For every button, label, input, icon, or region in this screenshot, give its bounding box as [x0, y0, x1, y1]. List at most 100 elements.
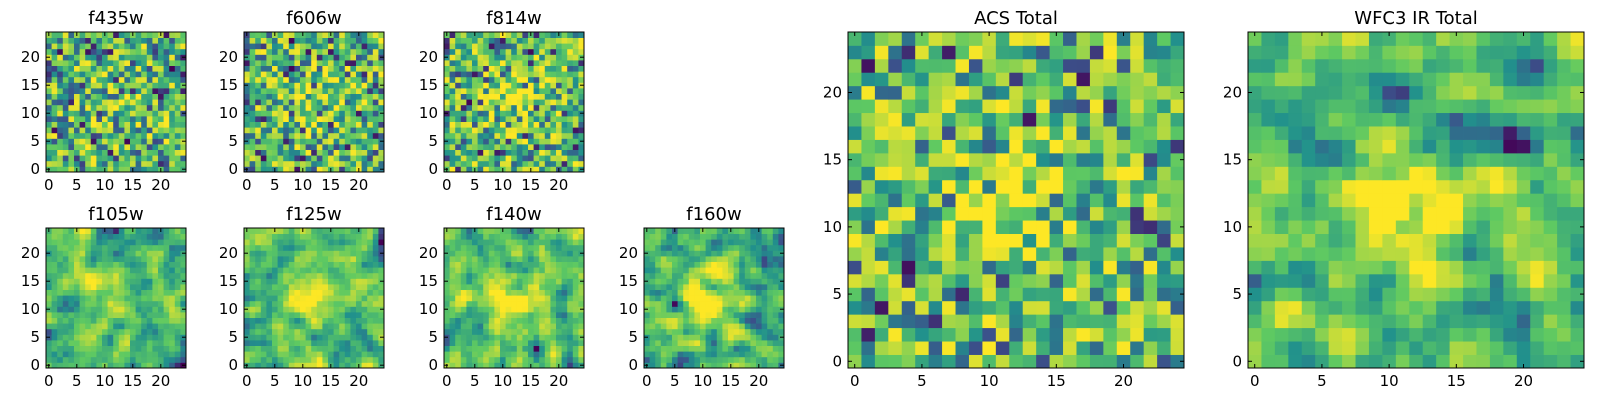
- heatmap-cell: [328, 345, 334, 352]
- heatmap-cell: [533, 289, 540, 296]
- heatmap-cell: [472, 160, 478, 167]
- heatmap-cell: [739, 345, 746, 352]
- heatmap-cell: [483, 345, 490, 352]
- heatmap-cell: [739, 328, 746, 335]
- heatmap-cell: [488, 88, 495, 94]
- heatmap-cell: [174, 48, 181, 55]
- heatmap-cell: [378, 295, 385, 302]
- heatmap-cell: [649, 323, 656, 330]
- heatmap-cell: [305, 244, 312, 251]
- heatmap-cell: [750, 284, 757, 290]
- heatmap-cell: [516, 239, 523, 246]
- heatmap-cell: [288, 65, 295, 72]
- heatmap-cell: [113, 155, 120, 162]
- heatmap-cell: [333, 312, 340, 318]
- heatmap-cell: [716, 233, 723, 240]
- heatmap-cell: [85, 328, 92, 335]
- heatmap-cell: [460, 233, 467, 240]
- heatmap-cell: [561, 340, 568, 346]
- heatmap-cell: [130, 250, 136, 257]
- heatmap-cell: [135, 160, 142, 167]
- heatmap-cell: [1022, 152, 1037, 167]
- heatmap-cell: [683, 351, 690, 358]
- heatmap-cell: [51, 233, 58, 240]
- heatmap-cell: [316, 104, 323, 111]
- heatmap-cell: [367, 166, 374, 173]
- heatmap-cell: [505, 340, 512, 346]
- heatmap-cell: [901, 193, 916, 208]
- heatmap-cell: [1009, 273, 1024, 288]
- heatmap-cell: [244, 295, 250, 302]
- heatmap-cell: [550, 295, 557, 302]
- heatmap-cell: [249, 127, 256, 134]
- heatmap-cell: [344, 345, 351, 352]
- heatmap-cell: [533, 155, 540, 162]
- heatmap-cell: [90, 93, 97, 100]
- heatmap-cell: [311, 110, 318, 117]
- heatmap-cell: [107, 155, 114, 162]
- heatmap-cell: [152, 43, 159, 50]
- heatmap-cell: [539, 323, 546, 330]
- heatmap-cell: [85, 76, 92, 83]
- heatmap-cell: [444, 317, 450, 324]
- heatmap-cell: [361, 48, 368, 55]
- heatmap-cell: [152, 323, 159, 330]
- heatmap-cell: [51, 295, 58, 302]
- heatmap-cell: [544, 356, 551, 363]
- heatmap-cell: [90, 166, 97, 173]
- heatmap-cell: [733, 278, 740, 285]
- heatmap-cell: [350, 37, 357, 44]
- heatmap-cell: [550, 121, 557, 128]
- heatmap-cell: [477, 289, 484, 296]
- heatmap-cell: [1009, 287, 1024, 302]
- heatmap-cell: [767, 312, 774, 318]
- heatmap-cell: [455, 328, 462, 335]
- heatmap-cell: [130, 149, 136, 156]
- heatmap-cell: [550, 93, 557, 100]
- heatmap-cell: [455, 155, 462, 162]
- heatmap-cell: [744, 228, 751, 234]
- heatmap-cell: [96, 166, 103, 173]
- heatmap-cell: [722, 228, 729, 234]
- heatmap-cell: [700, 306, 706, 313]
- heatmap-cell: [567, 250, 574, 257]
- heatmap-cell: [1049, 273, 1064, 288]
- heatmap-cell: [655, 267, 662, 274]
- heatmap-cell: [528, 317, 534, 324]
- heatmap-cell: [705, 295, 712, 302]
- heatmap-cell: [511, 250, 518, 257]
- heatmap-cell: [533, 306, 540, 313]
- heatmap-cell: [649, 244, 656, 251]
- heatmap-cell: [550, 233, 557, 240]
- heatmap-cell: [124, 306, 131, 313]
- heatmap-cell: [163, 43, 170, 50]
- heatmap-cell: [74, 317, 80, 324]
- x-tick-label: 20: [349, 372, 368, 390]
- heatmap-cell: [361, 345, 368, 352]
- heatmap-cell: [455, 37, 462, 44]
- heatmap-cell: [57, 328, 64, 335]
- heatmap-cell: [572, 267, 579, 274]
- heatmap-cell: [982, 314, 997, 329]
- heatmap-cell: [311, 48, 318, 55]
- heatmap-cell: [333, 233, 340, 240]
- heatmap-cell: [367, 239, 374, 246]
- heatmap-cell: [169, 272, 176, 279]
- heatmap-cell: [124, 65, 131, 72]
- heatmap-cell: [180, 99, 187, 106]
- heatmap-cell: [578, 317, 585, 324]
- heatmap-cell: [311, 121, 318, 128]
- heatmap-cell: [756, 244, 762, 251]
- heatmap-cell: [372, 256, 379, 262]
- heatmap-cell: [305, 306, 312, 313]
- heatmap-cell: [367, 138, 374, 145]
- heatmap-cell: [550, 317, 557, 324]
- heatmap-cell: [316, 76, 323, 83]
- heatmap-cell: [130, 110, 136, 117]
- heatmap-cell: [118, 138, 125, 145]
- heatmap-cell: [174, 334, 181, 341]
- heatmap-cell: [472, 116, 478, 122]
- heatmap-cell: [728, 261, 734, 268]
- heatmap-cell: [339, 88, 346, 94]
- heatmap-cell: [567, 88, 574, 94]
